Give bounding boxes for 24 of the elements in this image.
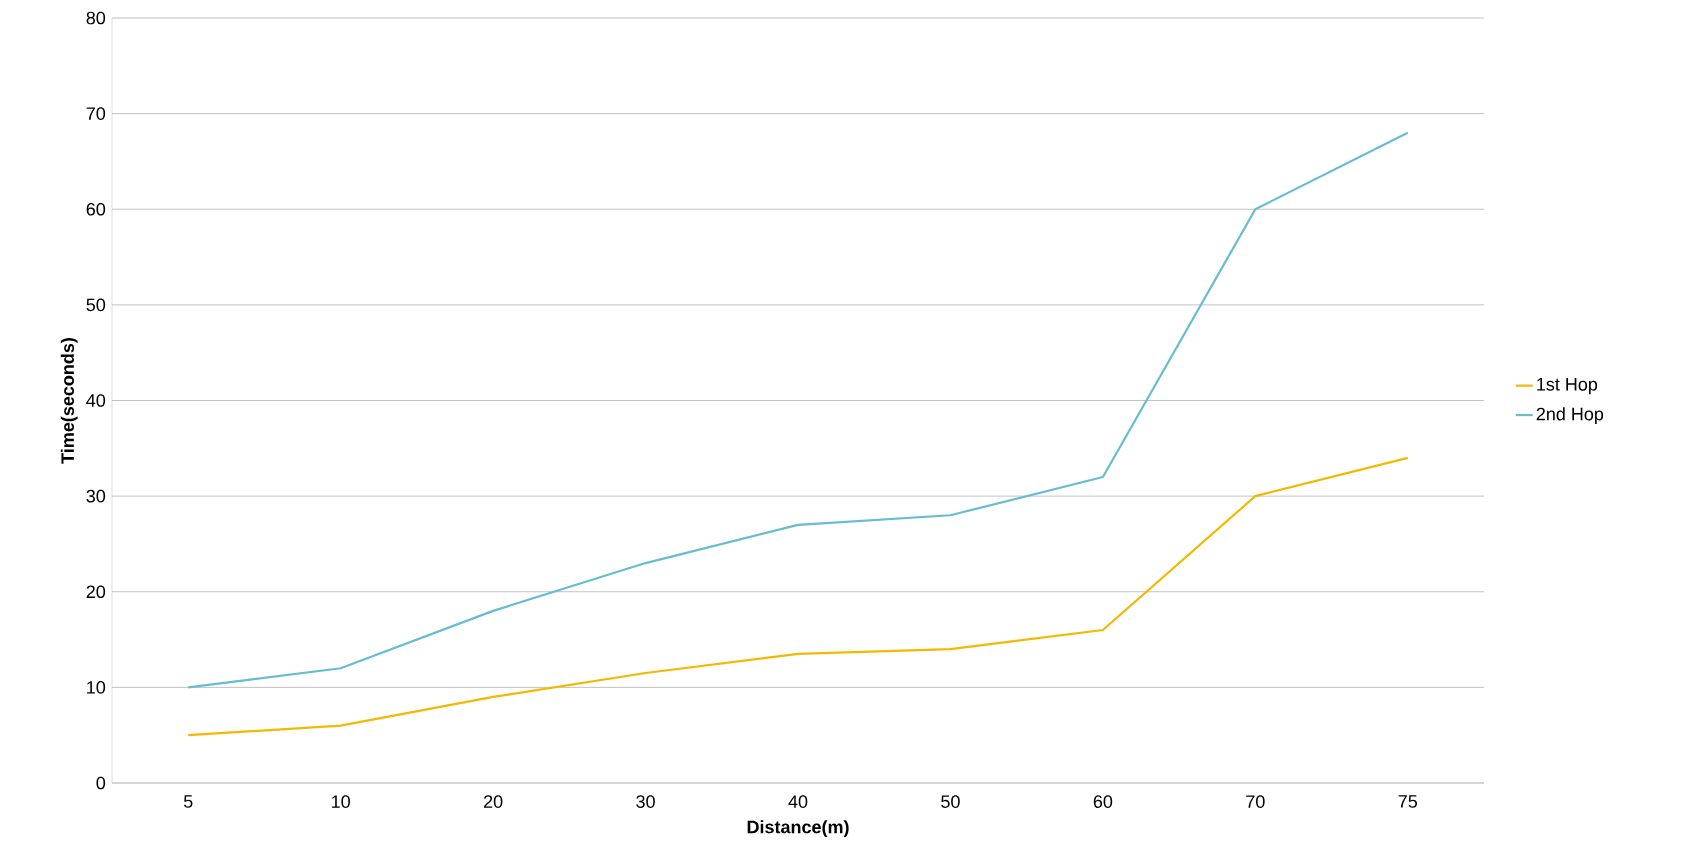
y-tick-label: 20 (86, 585, 106, 599)
x-tick-label: 30 (636, 795, 655, 808)
y-tick-label: 10 (87, 681, 106, 694)
x-tick-label: 75 (1398, 795, 1418, 808)
x-tick-label: 70 (1246, 795, 1265, 808)
y-tick-label: 80 (86, 11, 106, 25)
y-tick-label: 30 (86, 489, 106, 503)
legend-label: 2nd Hop (1536, 407, 1604, 424)
x-tick-label: 50 (941, 795, 960, 808)
x-tick-label: 5 (183, 795, 193, 808)
y-axis-title: Time(seconds) (60, 338, 78, 464)
legend-label: 1st Hop (1537, 378, 1598, 395)
y-tick-label: 0 (96, 776, 106, 790)
x-tick-label: 40 (788, 795, 808, 808)
y-tick-label: 70 (86, 107, 106, 120)
y-tick-label: 60 (86, 202, 106, 216)
line-series (187, 131, 1409, 689)
x-tick-label: 10 (332, 795, 350, 808)
y-tick-label: 40 (86, 394, 106, 407)
x-tick-label: 60 (1093, 795, 1113, 808)
x-axis-title: Distance(m) (747, 820, 849, 837)
x-tick-label: 20 (484, 795, 503, 808)
y-tick-label: 50 (86, 298, 106, 312)
line-series (187, 456, 1409, 737)
